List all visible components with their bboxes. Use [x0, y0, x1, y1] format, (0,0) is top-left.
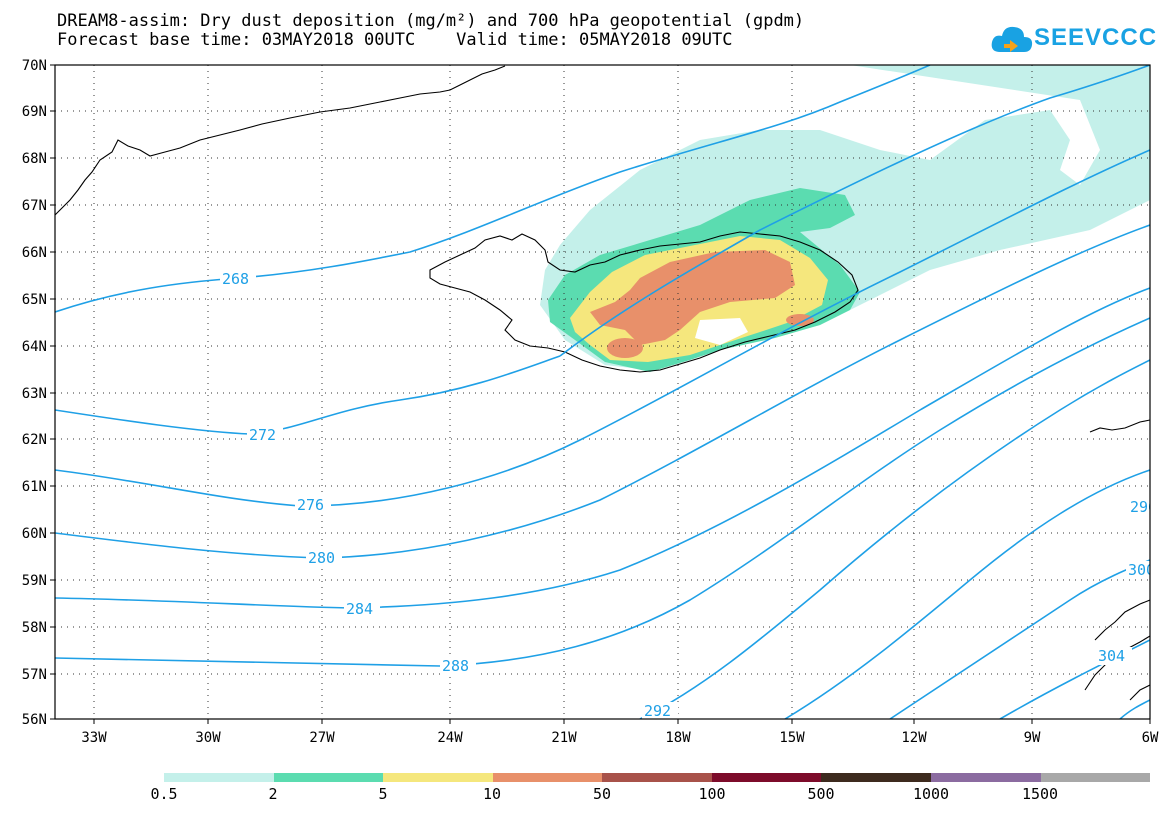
seevccc-logo: SEEVCCC — [990, 18, 1156, 60]
contour-272 — [55, 355, 561, 435]
lat-label-69n: 69N — [22, 104, 47, 120]
lon-label-6w: 6W — [1142, 730, 1159, 746]
legend-swatch — [930, 773, 1041, 782]
contour-label-292: 292 — [644, 702, 671, 720]
contour-280 — [55, 224, 1150, 559]
contour-label-272: 272 — [249, 426, 276, 444]
lon-label-24w: 24W — [437, 730, 463, 746]
contour-284 — [55, 287, 1150, 609]
tick-marks — [50, 64, 1151, 724]
iceland-coast — [429, 231, 859, 373]
lon-label-30w: 30W — [195, 730, 221, 746]
color-legend — [164, 773, 1151, 782]
lon-label-9w: 9W — [1024, 730, 1041, 746]
legend-swatch — [383, 773, 493, 782]
contour-label-288: 288 — [442, 657, 469, 675]
dust-area-clear-gap — [695, 318, 748, 345]
legend-label: 100 — [698, 785, 726, 803]
dust-area-level4-east — [786, 314, 814, 326]
lon-label-27w: 27W — [309, 730, 335, 746]
lon-label-18w: 18W — [665, 730, 691, 746]
lat-label-56n: 56N — [22, 712, 47, 728]
legend-swatch — [711, 773, 822, 782]
contour-288 — [55, 317, 1150, 667]
legend-label: 2 — [268, 785, 278, 803]
contour-272-north — [559, 65, 1150, 357]
contour-label-300: 300 — [1128, 561, 1155, 579]
map-content: 268 272 276 280 284 288 292 296 300 304 — [55, 65, 1157, 720]
faroe-norway-coast — [1089, 419, 1150, 433]
lat-label-66n: 66N — [22, 245, 47, 261]
lat-label-68n: 68N — [22, 151, 47, 167]
contour-label-268: 268 — [222, 270, 249, 288]
legend-swatch — [821, 773, 931, 782]
legend-swatch — [492, 773, 603, 782]
cloud-icon — [991, 26, 1033, 52]
dust-area-level4-south — [607, 338, 643, 358]
lon-label-21w: 21W — [551, 730, 577, 746]
contour-296 — [784, 469, 1150, 719]
chart-title-line2: Forecast base time: 03MAY2018 00UTC Vali… — [57, 30, 733, 50]
longitude-labels: 33W 30W 27W 24W 21W 18W 15W 12W 9W 6W — [81, 730, 1159, 746]
lat-label-57n: 57N — [22, 667, 47, 683]
lat-label-62n: 62N — [22, 432, 47, 448]
legend-swatch — [602, 773, 712, 782]
lat-label-60n: 60N — [22, 526, 47, 542]
latitude-labels: 70N 69N 68N 67N 66N 65N 64N 63N 62N 61N … — [22, 58, 47, 728]
legend-label: 50 — [592, 785, 612, 803]
lon-label-15w: 15W — [779, 730, 805, 746]
graticule — [55, 65, 1150, 719]
legend-swatch — [164, 773, 274, 782]
contour-label-280: 280 — [308, 549, 335, 567]
greenland-coast — [55, 65, 506, 216]
legend-label: 5 — [378, 785, 388, 803]
lat-label-64n: 64N — [22, 339, 47, 355]
chart-title-line1: DREAM8-assim: Dry dust deposition (mg/m²… — [57, 11, 805, 31]
dust-area-level4 — [590, 250, 795, 345]
geopotential-contours — [55, 65, 1150, 719]
logo-text: SEEVCCC — [1034, 24, 1158, 51]
legend-label: 0.5 — [150, 785, 178, 803]
contour-308 — [1119, 699, 1150, 719]
lat-label-59n: 59N — [22, 573, 47, 589]
lat-label-70n: 70N — [22, 58, 47, 74]
legend-label: 1000 — [912, 785, 950, 803]
lat-label-58n: 58N — [22, 620, 47, 636]
lon-label-12w: 12W — [901, 730, 927, 746]
lat-label-67n: 67N — [22, 198, 47, 214]
legend-swatch — [273, 773, 384, 782]
legend-label: 500 — [807, 785, 835, 803]
contour-292 — [639, 359, 1150, 719]
legend-swatch — [1040, 773, 1151, 782]
contour-276 — [55, 149, 1150, 507]
contour-304 — [999, 639, 1150, 719]
contour-label-304: 304 — [1098, 647, 1125, 665]
contour-label-284: 284 — [346, 600, 373, 618]
contour-268 — [55, 65, 931, 313]
lat-label-61n: 61N — [22, 479, 47, 495]
legend-label: 1500 — [1021, 785, 1059, 803]
contour-300 — [889, 559, 1150, 719]
contour-labels: 268 272 276 280 284 288 292 296 300 304 — [220, 270, 1157, 720]
map-frame — [54, 64, 1151, 720]
lon-label-33w: 33W — [81, 730, 107, 746]
contour-label-276: 276 — [297, 496, 324, 514]
contour-label-296: 296 — [1130, 498, 1157, 516]
lat-label-65n: 65N — [22, 292, 47, 308]
legend-label: 10 — [482, 785, 502, 803]
lat-label-63n: 63N — [22, 386, 47, 402]
